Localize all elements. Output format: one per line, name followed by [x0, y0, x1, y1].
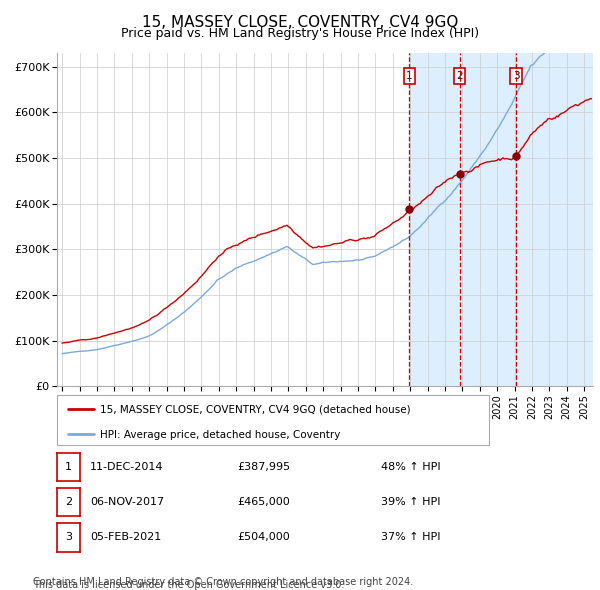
Text: 2: 2	[65, 497, 72, 507]
Text: 2: 2	[456, 71, 463, 81]
Text: Price paid vs. HM Land Registry's House Price Index (HPI): Price paid vs. HM Land Registry's House …	[121, 27, 479, 40]
Text: 37% ↑ HPI: 37% ↑ HPI	[381, 533, 440, 542]
Text: £387,995: £387,995	[237, 462, 290, 471]
Text: 48% ↑ HPI: 48% ↑ HPI	[381, 462, 440, 471]
Text: 15, MASSEY CLOSE, COVENTRY, CV4 9GQ (detached house): 15, MASSEY CLOSE, COVENTRY, CV4 9GQ (det…	[100, 405, 411, 415]
Text: 3: 3	[513, 71, 520, 81]
Text: 05-FEB-2021: 05-FEB-2021	[90, 533, 161, 542]
Text: This data is licensed under the Open Government Licence v3.0.: This data is licensed under the Open Gov…	[33, 580, 344, 590]
Bar	[409, 53, 593, 386]
Text: 1: 1	[65, 462, 72, 471]
Text: 39% ↑ HPI: 39% ↑ HPI	[381, 497, 440, 507]
Text: 06-NOV-2017: 06-NOV-2017	[90, 497, 164, 507]
Text: £504,000: £504,000	[237, 533, 290, 542]
Text: 3: 3	[65, 533, 72, 542]
Text: HPI: Average price, detached house, Coventry: HPI: Average price, detached house, Cove…	[100, 430, 341, 440]
Text: 1: 1	[406, 71, 413, 81]
Text: 11-DEC-2014: 11-DEC-2014	[90, 462, 163, 471]
Text: Contains HM Land Registry data © Crown copyright and database right 2024.: Contains HM Land Registry data © Crown c…	[33, 577, 413, 587]
Text: £465,000: £465,000	[237, 497, 290, 507]
Text: 15, MASSEY CLOSE, COVENTRY, CV4 9GQ: 15, MASSEY CLOSE, COVENTRY, CV4 9GQ	[142, 15, 458, 30]
